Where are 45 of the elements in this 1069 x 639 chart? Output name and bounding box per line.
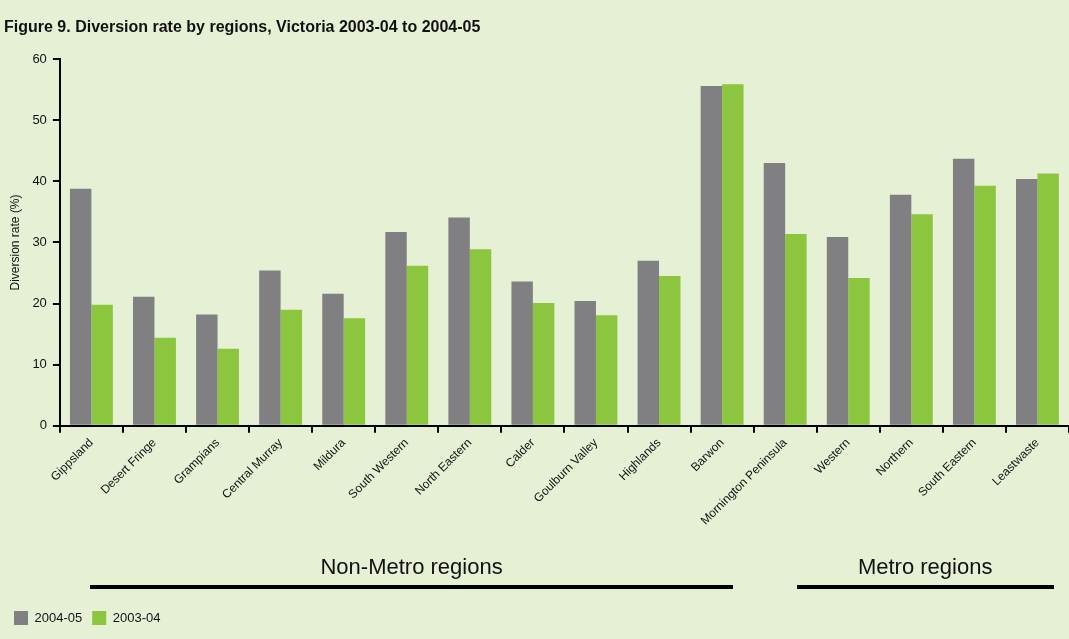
bar [196,314,218,425]
bar [511,281,533,425]
bar [448,217,470,425]
legend-label: 2004-05 [34,609,83,625]
legend-label: 2003-04 [112,609,161,625]
bar [1037,173,1059,425]
bar [722,84,744,425]
bar [154,337,176,425]
bar [217,348,239,425]
bar [574,301,596,425]
y-tick-label: 30 [32,234,47,250]
y-axis-title: Diversion rate (%) [7,194,22,291]
y-tick-label: 0 [39,417,47,433]
y-tick-label: 20 [32,295,47,311]
bar [133,296,155,425]
text: Non-Metro regions [320,554,503,580]
bar [659,276,681,425]
bar [595,315,618,425]
bar [826,236,849,425]
y-tick-label: 60 [32,50,47,66]
bar [385,232,407,425]
bar [406,265,429,425]
bar [763,163,786,425]
bar [69,188,92,425]
bar [911,214,933,425]
bar [280,309,303,425]
bar [974,185,996,425]
bar [322,293,344,425]
bar [785,233,807,425]
bar [91,304,113,425]
text: Metro regions [857,554,993,580]
chart-title: Figure 9. Diversion rate by regions, Victoria 2003-04 to 2004-05 [4,18,481,36]
bar [700,86,723,425]
y-tick-label: 10 [32,356,47,372]
bar [469,249,492,425]
y-tick-label: 50 [32,111,47,127]
bar [889,194,912,425]
y-tick-label: 40 [32,172,47,188]
bar [637,260,660,425]
bar [848,277,870,425]
bar [259,270,281,425]
bar [343,318,366,425]
bar [952,158,975,425]
bar [532,302,555,425]
bar [1016,178,1038,425]
